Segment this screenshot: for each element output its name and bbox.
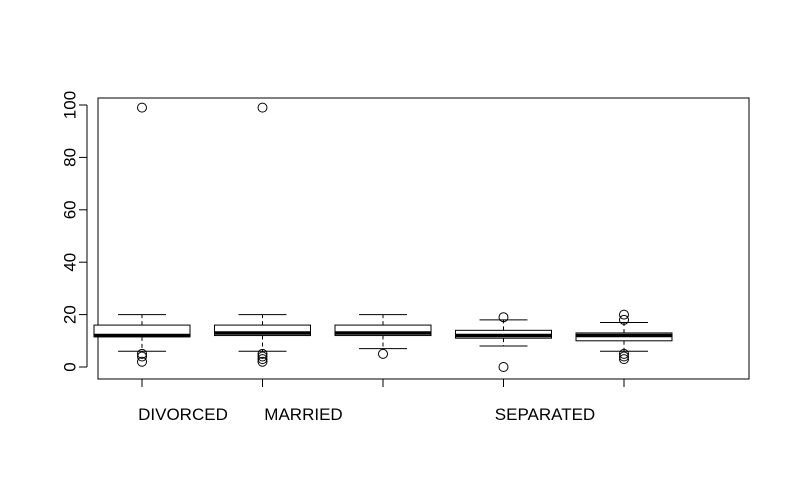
outlier-point (619, 314, 629, 325)
outlier-point (498, 312, 509, 323)
box-series (93, 102, 673, 372)
outlier-point (619, 354, 629, 365)
outlier-point (257, 351, 268, 362)
y-axis: 0 20 40 60 80 100 (61, 91, 88, 372)
y-tick-label: 40 (61, 253, 80, 272)
y-tick-label: 100 (61, 91, 80, 119)
box-1 (93, 102, 191, 367)
outlier-point (137, 348, 147, 359)
y-tick-label: 20 (61, 305, 80, 324)
outlier-point (257, 348, 268, 359)
box-2 (214, 102, 311, 367)
outlier-point (498, 362, 509, 372)
x-tick-label: SEPARATED (495, 405, 595, 424)
outlier-point (257, 356, 268, 367)
outlier-point (137, 356, 147, 367)
outlier-point (619, 351, 629, 362)
outlier-point (137, 102, 147, 113)
box-5 (575, 309, 673, 365)
outlier-point (378, 348, 388, 359)
x-tick-label: DIVORCED (138, 405, 228, 424)
x-tick-label: MARRIED (264, 405, 342, 424)
y-tick-label: 0 (61, 362, 80, 371)
y-tick-label: 60 (61, 200, 80, 219)
outlier-point (137, 351, 147, 362)
y-tick-label: 80 (61, 148, 80, 167)
outlier-point (619, 309, 629, 320)
x-axis: DIVORCED MARRIED SEPARATED (138, 378, 625, 424)
outlier-point (257, 102, 268, 113)
outlier-point (257, 354, 268, 365)
iqr-box (334, 324, 432, 337)
outlier-point (619, 348, 629, 359)
box-3 (334, 314, 432, 359)
box-4 (455, 312, 552, 372)
iqr-box (214, 324, 311, 337)
